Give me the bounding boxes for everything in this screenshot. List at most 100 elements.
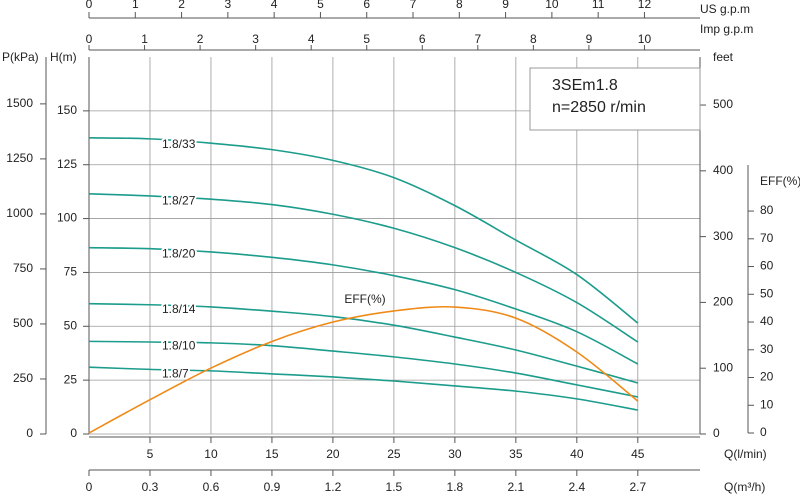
imp_gpm_axis-tick-label: 1	[141, 32, 148, 46]
imp_gpm_axis-tick-label: 10	[638, 32, 652, 46]
p-tick-label: 750	[13, 261, 33, 275]
curve	[88, 366, 638, 411]
x-tick-label: 30	[448, 447, 462, 461]
imp_gpm_axis-tick-label: 2	[197, 32, 204, 46]
curve	[88, 340, 638, 398]
y-tick-label: 100	[57, 211, 77, 225]
eff-tick-label: 10	[760, 397, 774, 411]
m3h_axis-label: Q(m³/h)	[724, 480, 765, 494]
model-name: 3SEm1.8	[552, 77, 618, 94]
imp_gpm_axis-tick-label: 3	[252, 32, 259, 46]
imp_gpm_axis-tick-label: 4	[308, 32, 315, 46]
m3h_axis-tick-label: 0.3	[142, 480, 159, 494]
x-axis-label: Q(l/min)	[724, 447, 767, 461]
curve-label: 1.8/14	[162, 302, 196, 316]
curve-label: 1.8/10	[162, 339, 196, 353]
m3h_axis-tick-label: 0.9	[264, 480, 281, 494]
m3h_axis-tick-label: 1.8	[447, 480, 464, 494]
x-tick-label: 45	[631, 447, 645, 461]
y-tick-label: 25	[64, 372, 78, 386]
us_gpm_axis-tick-label: 0	[86, 0, 93, 11]
m3h_axis-tick-label: 1.2	[325, 480, 342, 494]
y-tick-label: 125	[57, 157, 77, 171]
x-tick-label: 20	[326, 447, 340, 461]
speed: n=2850 r/min	[552, 99, 646, 116]
imp_gpm_axis-label: Imp g.p.m	[700, 22, 753, 36]
x-tick-label: 25	[387, 447, 401, 461]
x-tick-label: 35	[509, 447, 523, 461]
us_gpm_axis-tick-label: 9	[502, 0, 509, 11]
curve-label: 1.8/7	[162, 366, 189, 380]
eff-tick-label: 50	[760, 286, 774, 300]
eff-tick-label: 40	[760, 314, 774, 328]
curve	[88, 246, 639, 365]
eff-tick-label: 30	[760, 342, 774, 356]
info-box: 3SEm1.8 n=2850 r/min	[529, 67, 701, 131]
feet-tick-label: 200	[713, 295, 733, 309]
y-tick-label: 150	[57, 103, 77, 117]
p-tick-label: 1250	[6, 151, 33, 165]
x-tick-label: 10	[204, 447, 218, 461]
p-tick-label: 1500	[6, 96, 33, 110]
us_gpm_axis-tick-label: 4	[271, 0, 278, 11]
eff-tick-label: 0	[760, 425, 767, 439]
eff-tick-label: 20	[760, 370, 774, 384]
x-tick-label: 5	[147, 447, 154, 461]
curve	[88, 305, 639, 434]
curve-label: 1.8/33	[162, 137, 196, 151]
us_gpm_axis-tick-label: 12	[638, 0, 652, 11]
p-tick-label: 500	[13, 316, 33, 330]
p-tick-label: 250	[13, 371, 33, 385]
us_gpm_axis-tick-label: 5	[317, 0, 324, 11]
m3h_axis-tick-label: 2.7	[629, 480, 646, 494]
info-box-frame	[529, 67, 701, 131]
imp_gpm_axis-tick-label: 9	[586, 32, 593, 46]
us_gpm_axis-tick-label: 8	[456, 0, 463, 11]
feet-tick-label: 100	[713, 360, 733, 374]
feet-tick-label: 500	[713, 97, 733, 111]
p-tick-label: 1000	[6, 206, 33, 220]
us_gpm_axis-label: US g.p.m	[700, 2, 750, 16]
imp_gpm_axis-tick-label: 6	[419, 32, 426, 46]
us_gpm_axis-tick-label: 2	[178, 0, 185, 11]
imp_gpm_axis-tick-label: 8	[530, 32, 537, 46]
m3h_axis-tick-label: 0	[86, 480, 93, 494]
y-tick-label: 0	[70, 426, 77, 440]
y-axis-label: H(m)	[50, 50, 77, 64]
m3h_axis-tick-label: 0.6	[203, 480, 220, 494]
x-tick-label: 15	[265, 447, 279, 461]
y-tick-label: 50	[64, 318, 78, 332]
curve	[88, 302, 639, 384]
y-tick-label: 75	[64, 265, 78, 279]
m3h_axis-tick-label: 2.4	[568, 480, 585, 494]
feet-tick-label: 300	[713, 229, 733, 243]
curve-label: 1.8/20	[162, 247, 196, 261]
m3h_axis-tick-label: 1.5	[386, 480, 403, 494]
m3h_axis-tick-label: 2.1	[508, 480, 525, 494]
curve	[88, 192, 639, 343]
us_gpm_axis-tick-label: 7	[410, 0, 417, 11]
feet-tick-label: 400	[713, 163, 733, 177]
imp_gpm_axis-tick-label: 5	[363, 32, 370, 46]
eff-tick-label: 70	[760, 231, 774, 245]
imp_gpm_axis-tick-label: 0	[86, 32, 93, 46]
curve-label: EFF(%)	[344, 292, 385, 306]
eff-tick-label: 80	[760, 203, 774, 217]
eff-tick-label: 60	[760, 259, 774, 273]
imp_gpm_axis-tick-label: 7	[474, 32, 481, 46]
us_gpm_axis-tick-label: 1	[132, 0, 139, 11]
eff-axis-label: EFF(%)	[760, 174, 800, 188]
curve	[88, 136, 639, 324]
curve-label: 1.8/27	[162, 194, 196, 208]
p-tick-label: 0	[26, 426, 33, 440]
us_gpm_axis-tick-label: 11	[592, 0, 605, 11]
us_gpm_axis-tick-label: 3	[225, 0, 232, 11]
x-tick-label: 40	[570, 447, 584, 461]
us_gpm_axis-tick-label: 10	[545, 0, 559, 11]
us_gpm_axis-tick-label: 6	[363, 0, 370, 11]
feet-axis-label: feet	[713, 50, 734, 64]
feet-tick-label: 0	[713, 426, 720, 440]
p-axis-label: P(kPa)	[2, 50, 39, 64]
